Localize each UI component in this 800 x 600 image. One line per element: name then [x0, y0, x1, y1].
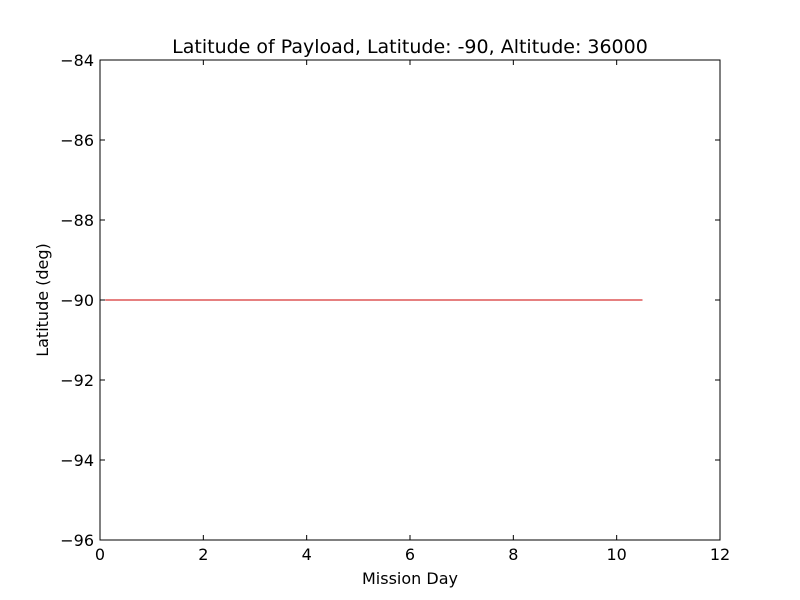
x-tick-label: 0 [95, 545, 105, 564]
y-tick-label: −96 [60, 531, 94, 550]
x-tick-label: 6 [405, 545, 415, 564]
y-tick-label: −94 [60, 451, 94, 470]
x-tick-label: 8 [508, 545, 518, 564]
x-tick-label: 12 [710, 545, 730, 564]
y-tick-label: −88 [60, 211, 94, 230]
y-tick-label: −92 [60, 371, 94, 390]
y-tick-label: −84 [60, 51, 94, 70]
x-tick-label: 4 [302, 545, 312, 564]
y-tick-label: −86 [60, 131, 94, 150]
y-tick-label: −90 [60, 291, 94, 310]
x-axis-label: Mission Day [362, 569, 458, 588]
ticks-layer: 0 2 4 6 8 10 12 −96 −94 −92 −90 −88 −86 −84 [60, 51, 730, 564]
x-tick-label: 10 [606, 545, 626, 564]
x-tick-label: 2 [198, 545, 208, 564]
y-axis-label: Latitude (deg) [33, 243, 52, 357]
chart-title: Latitude of Payload, Latitude: -90, Alti… [172, 36, 648, 58]
